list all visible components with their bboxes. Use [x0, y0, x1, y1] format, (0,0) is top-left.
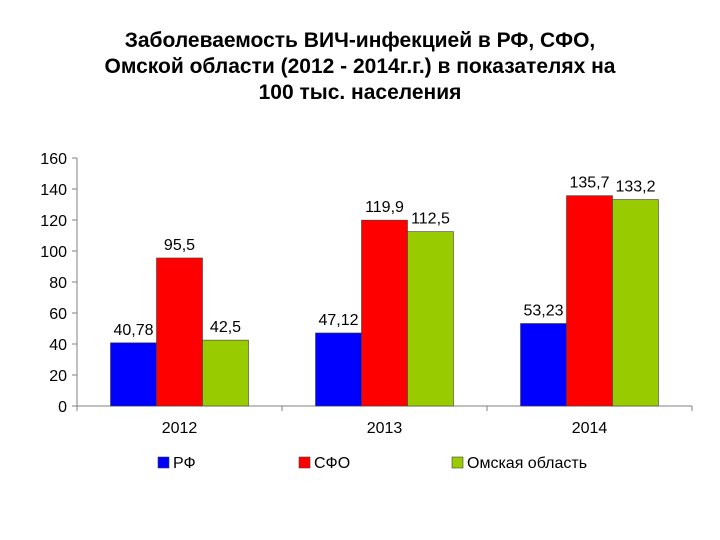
data-label-3-2014: 133,2 — [615, 179, 655, 196]
y-tick-label-40: 40 — [49, 337, 67, 354]
data-label-2-2014: 135,7 — [569, 175, 609, 192]
data-label-3-2013: 112,5 — [411, 211, 450, 228]
bar-2-2013 — [361, 219, 408, 407]
bar-1-2012 — [110, 342, 157, 407]
x-tick-label-2012: 2012 — [162, 420, 198, 437]
data-label-1-2013: 47,12 — [318, 312, 358, 329]
data-label-2-2012: 95,5 — [164, 237, 195, 254]
legend-label-2: СФО — [314, 455, 350, 472]
bar-2-2014 — [566, 195, 613, 407]
legend-label-1: РФ — [173, 455, 196, 472]
y-tick-label-140: 140 — [40, 182, 67, 199]
bar-1-2014 — [520, 323, 567, 407]
legend-swatch-2 — [298, 456, 311, 469]
chart-title: Заболеваемость ВИЧ-инфекцией в РФ, СФО, … — [90, 28, 630, 106]
legend-swatch-1 — [157, 456, 170, 469]
y-tick-label-60: 60 — [49, 306, 67, 323]
y-tick-label-0: 0 — [58, 399, 67, 416]
bar-3-2012 — [202, 339, 249, 407]
data-label-1-2014: 53,23 — [523, 302, 563, 319]
chart-title-line-2: Омской области (2012 - 2014г.г.) в показ… — [104, 55, 616, 78]
bar-3-2014 — [612, 199, 659, 407]
data-label-3-2012: 42,5 — [210, 319, 241, 336]
y-tick-label-160: 160 — [40, 151, 67, 168]
x-tick-label-2014: 2014 — [572, 420, 608, 437]
y-tick-label-100: 100 — [40, 244, 67, 261]
x-tick-label-2013: 2013 — [367, 420, 403, 437]
y-tick-label-120: 120 — [40, 213, 67, 230]
legend-label-3: Омская область — [467, 455, 587, 472]
bar-1-2013 — [315, 332, 362, 407]
chart-title-line-3: 100 тыс. населения — [258, 81, 462, 104]
data-label-1-2012: 40,78 — [113, 322, 153, 339]
bar-3-2013 — [407, 231, 454, 407]
data-label-2-2013: 119,9 — [365, 199, 404, 216]
y-tick-label-80: 80 — [49, 275, 67, 292]
legend-swatch-3 — [451, 456, 464, 469]
y-tick-label-20: 20 — [49, 368, 67, 385]
chart-title-line-1: Заболеваемость ВИЧ-инфекцией в РФ, СФО, — [124, 29, 596, 52]
bar-2-2012 — [156, 257, 203, 407]
